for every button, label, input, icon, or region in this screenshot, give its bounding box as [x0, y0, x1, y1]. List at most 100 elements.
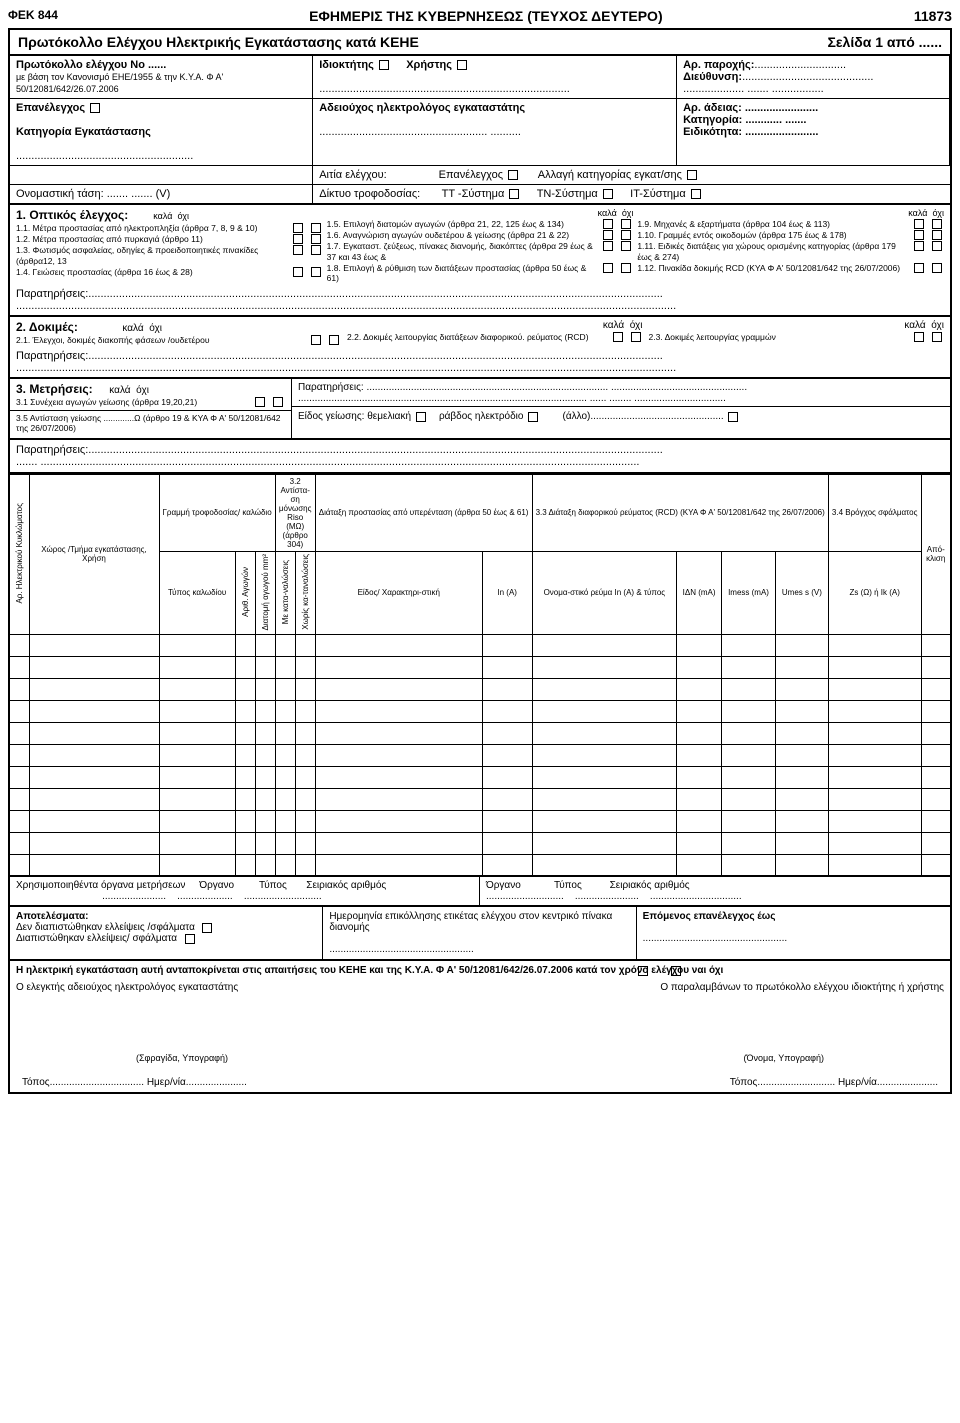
c5-bad[interactable]: [621, 219, 631, 229]
bad-m: όχι: [136, 385, 149, 396]
page-number: 11873: [914, 8, 952, 24]
obs-label-1: Παρατηρήσεις:: [16, 288, 88, 300]
visual-title: 1. Οπτικός έλεγχος:: [16, 208, 128, 222]
c5-good[interactable]: [603, 219, 613, 229]
license-no-label: Αρ. άδειας: ........................: [683, 102, 818, 114]
owner-checkbox[interactable]: [379, 60, 389, 70]
table-row: [9, 854, 951, 876]
c10-good[interactable]: [914, 230, 924, 240]
c11-good[interactable]: [914, 241, 924, 251]
c8-bad[interactable]: [621, 263, 631, 273]
recheck-checkbox[interactable]: [90, 103, 100, 113]
reason-change-checkbox[interactable]: [687, 170, 697, 180]
tt-checkbox[interactable]: [509, 189, 519, 199]
t3-bad[interactable]: [932, 332, 942, 342]
visual-checks-section: 1. Οπτικός έλεγχος: καλά όχι 1.1. Μέτρα …: [8, 205, 952, 317]
reason-recheck-checkbox[interactable]: [508, 170, 518, 180]
th-decision: Από-κλιση: [921, 474, 951, 634]
protocol-cell: Πρωτόκολλο ελέγχου Νο ...... με βάση τον…: [10, 56, 313, 99]
user-checkbox[interactable]: [457, 60, 467, 70]
c1-bad[interactable]: [311, 223, 321, 233]
title-text: Πρωτόκολλο Ελέγχου Ηλεκτρικής Εγκατάστασ…: [18, 34, 419, 50]
license-details-cell: Αρ. άδειας: ........................ Κατ…: [677, 99, 950, 166]
c4-good[interactable]: [293, 267, 303, 277]
owner-label: Ιδιοκτήτης: [319, 59, 374, 71]
ground-other-checkbox[interactable]: [728, 412, 738, 422]
good-t3: καλά: [904, 320, 925, 331]
th-idn: IΔN (mA): [677, 551, 722, 634]
c8-good[interactable]: [603, 263, 613, 273]
c2-good[interactable]: [293, 234, 303, 244]
c11-bad[interactable]: [932, 241, 942, 251]
table-row: [9, 634, 951, 656]
owner-user-cell: Ιδιοκτήτης Χρήστης .....................…: [313, 56, 677, 99]
c3-bad[interactable]: [311, 245, 321, 255]
m1-bad[interactable]: [273, 397, 283, 407]
th-rcd: 3.3 Διάταξη διαφορικού ρεύματος (RCD) (Κ…: [532, 474, 828, 551]
good-m: καλά: [109, 385, 130, 396]
t1-good[interactable]: [311, 335, 321, 345]
licensed-label: Αδειούχος ηλεκτρολόγος εγκαταστάτης: [319, 102, 525, 114]
t2-good[interactable]: [613, 332, 623, 342]
c3-good[interactable]: [293, 245, 303, 255]
obs-label-2: Παρατηρήσεις:: [16, 350, 88, 362]
th-num-cond: Αριθ. Αγωγών: [241, 567, 250, 617]
test-2-3: 2.3. Δοκιμές λειτουργίας γραμμών: [649, 332, 908, 342]
supply-label: Αρ. παροχής:: [683, 59, 754, 71]
voltage-cell: Ονομαστική τάση: ....... ....... (V): [10, 185, 313, 203]
it-checkbox[interactable]: [691, 189, 701, 199]
th-loop: 3.4 Βρόγχος σφάλματος: [828, 474, 921, 551]
th-prot: Διάταξη προστασίας από υπερένταση (άρθρα…: [315, 474, 532, 551]
c1-good[interactable]: [293, 223, 303, 233]
c6-bad[interactable]: [621, 230, 631, 240]
t1-bad[interactable]: [329, 335, 339, 345]
table-row: [9, 810, 951, 832]
measurements-table: Αρ. Ηλεκτρικού Κυκλώματος Χώρος /Τμήμα ε…: [8, 474, 952, 878]
check-1-4: 1.4. Γειώσεις προστασίας (άρθρα 16 έως &…: [16, 267, 287, 277]
tn-checkbox[interactable]: [603, 189, 613, 199]
rod-label: ράβδος ηλεκτρόδιο: [439, 411, 524, 422]
test-2-2: 2.2. Δοκιμές λειτουργίας διατάξεων διαφο…: [347, 332, 606, 342]
c7-good[interactable]: [603, 241, 613, 251]
t2-bad[interactable]: [631, 332, 641, 342]
c9-good[interactable]: [914, 219, 924, 229]
install-cat-label: Κατηγορία Εγκατάστασης: [16, 126, 151, 138]
fek-number: ΦΕΚ 844: [8, 8, 58, 24]
c10-bad[interactable]: [932, 230, 942, 240]
decl-no-checkbox[interactable]: [671, 966, 681, 976]
reason-label: Αιτία ελέγχου:: [319, 169, 386, 181]
t3-good[interactable]: [914, 332, 924, 342]
th-in: In (A): [482, 551, 532, 634]
decl-yes-checkbox[interactable]: [638, 966, 648, 976]
no-faults-checkbox[interactable]: [202, 923, 212, 933]
bad-label-3: όχι: [932, 208, 944, 218]
recheck-label: Επανέλεγχος: [16, 102, 85, 114]
ground-rod-checkbox[interactable]: [528, 412, 538, 422]
c9-bad[interactable]: [932, 219, 942, 229]
good-t: καλά: [122, 323, 143, 334]
it-label: IT-Σύστημα: [630, 188, 686, 200]
reason-change: Αλλαγή κατηγορίας εγκατ/σης: [538, 169, 682, 181]
c6-good[interactable]: [603, 230, 613, 240]
table-row: [9, 722, 951, 744]
bad-t: όχι: [149, 323, 162, 334]
c4-bad[interactable]: [311, 267, 321, 277]
c12-good[interactable]: [914, 263, 924, 273]
next-recheck-label: Επόμενος επανέλεγχος έως: [643, 911, 776, 922]
ground-foundation-checkbox[interactable]: [416, 412, 426, 422]
table-row: [9, 744, 951, 766]
gazette-title: ΕΦΗΜΕΡΙΣ ΤΗΣ ΚΥΒΕΡΝΗΣΕΩΣ (ΤΕΥΧΟΣ ΔΕΥΤΕΡΟ…: [309, 8, 663, 24]
reason-recheck: Επανέλεγχος: [439, 169, 503, 181]
good-label-3: καλά: [908, 208, 927, 218]
c7-bad[interactable]: [621, 241, 631, 251]
type-label-1: Τύπος: [259, 880, 287, 891]
good-t2: καλά: [603, 320, 624, 331]
c12-bad[interactable]: [932, 263, 942, 273]
c2-bad[interactable]: [311, 234, 321, 244]
check-1-2: 1.2. Μέτρα προστασίας από πυρκαγιά (άρθρ…: [16, 234, 287, 244]
name-sig-label: (Όνομα, Υπογραφή): [744, 1053, 824, 1063]
meas-3-5: 3.5 Αντίσταση γείωσης .............Ω (άρ…: [16, 413, 281, 433]
faults-checkbox[interactable]: [185, 934, 195, 944]
m1-good[interactable]: [255, 397, 265, 407]
th-space: Χώρος /Τμήμα εγκατάστασης, Χρήση: [29, 474, 159, 634]
